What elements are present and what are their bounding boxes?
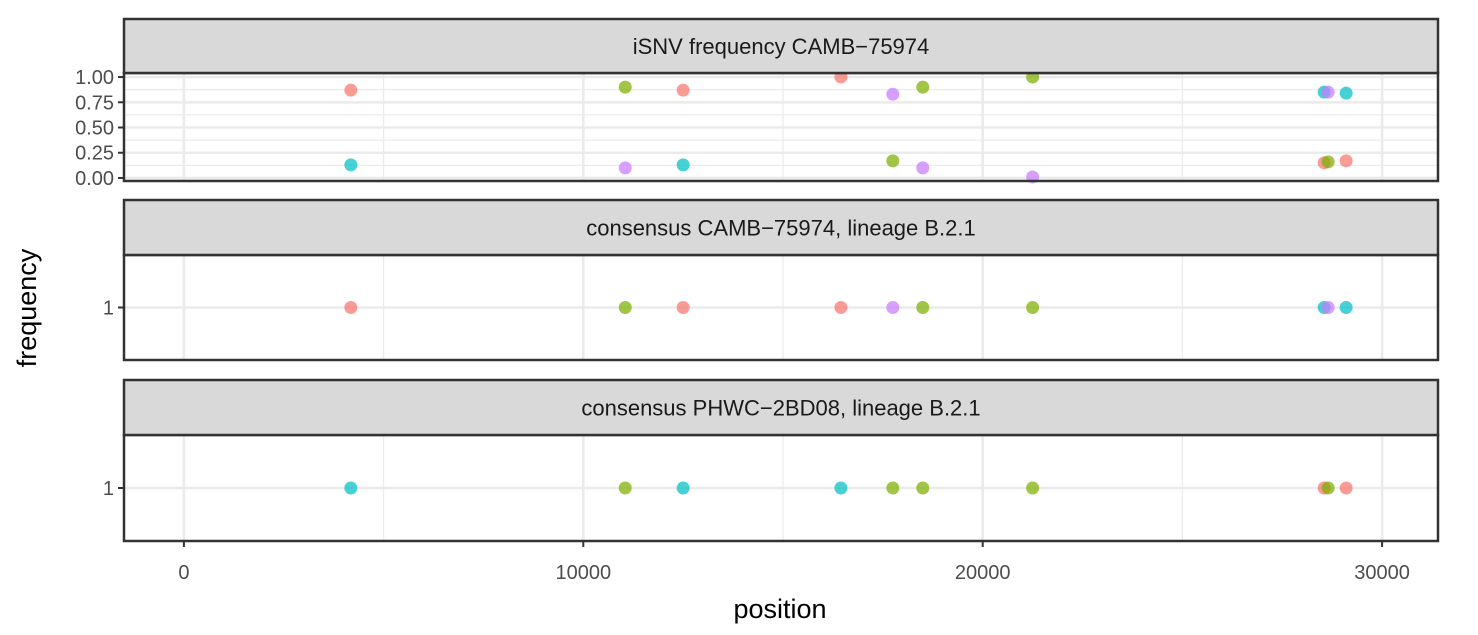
data-point: [618, 301, 632, 314]
facet-panel-3: 1 consensus PHWC−2BD08, lineage B.2.1: [103, 378, 1440, 543]
facet-panel-2: 1 consensus CAMB−75974, lineage B.2.1: [103, 198, 1440, 362]
data-point: [834, 481, 848, 495]
data-point: [886, 481, 900, 495]
data-point: [676, 301, 690, 314]
facet-strip: [122, 198, 1440, 257]
data-point: [618, 80, 632, 94]
data-point: [1321, 481, 1335, 495]
data-point: [916, 481, 930, 495]
facet-strip: [122, 17, 1440, 75]
y-tick-label: 0.50: [75, 118, 114, 140]
y-axis-title: frequency: [12, 248, 42, 367]
facet-strip: [122, 378, 1440, 437]
data-point: [886, 301, 900, 314]
data-point: [344, 83, 358, 97]
data-point: [1339, 481, 1353, 495]
data-point: [676, 481, 690, 495]
facet-strip-label: iSNV frequency CAMB−75974: [633, 34, 930, 59]
data-point: [344, 301, 358, 314]
x-axis: 0 10000 20000 30000: [178, 541, 1410, 584]
panels: 0.00 0.25 0.50 0.75 1.00 iSNV frequency CAMB−…: [75, 17, 1440, 543]
data-point: [676, 83, 690, 97]
y-tick-label: 0.25: [75, 143, 114, 165]
data-point: [618, 481, 632, 495]
y-tick-label: 0.00: [75, 168, 114, 190]
data-point: [1321, 155, 1335, 169]
data-point: [886, 154, 900, 168]
data-point: [1026, 301, 1040, 314]
data-point: [618, 161, 632, 175]
data-point: [916, 161, 930, 175]
facet-strip-label: consensus PHWC−2BD08, lineage B.2.1: [581, 396, 980, 421]
x-tick-label: 0: [178, 562, 189, 584]
x-tick-label: 10000: [555, 562, 611, 584]
data-point: [1339, 86, 1353, 100]
data-point: [1339, 154, 1353, 168]
data-point: [344, 158, 358, 172]
facet-strip-label: consensus CAMB−75974, lineage B.2.1: [586, 216, 976, 241]
data-point: [344, 481, 358, 495]
x-tick-label: 20000: [955, 562, 1011, 584]
data-point: [1339, 301, 1353, 314]
data-point: [1026, 481, 1040, 495]
x-axis-title: position: [733, 594, 826, 624]
y-tick-label: 1: [103, 298, 114, 320]
data-point: [834, 301, 848, 314]
data-point: [916, 80, 930, 94]
y-tick-label: 1: [103, 478, 114, 500]
y-tick-label: 1.00: [75, 67, 114, 89]
facet-panel-1: 0.00 0.25 0.50 0.75 1.00 iSNV frequency CAMB−…: [75, 17, 1440, 190]
data-point: [676, 158, 690, 172]
data-point: [886, 87, 900, 101]
data-point: [916, 301, 930, 314]
y-tick-label: 0.75: [75, 92, 114, 114]
data-point: [1321, 301, 1335, 314]
x-tick-label: 30000: [1354, 562, 1410, 584]
data-point: [1321, 85, 1335, 99]
